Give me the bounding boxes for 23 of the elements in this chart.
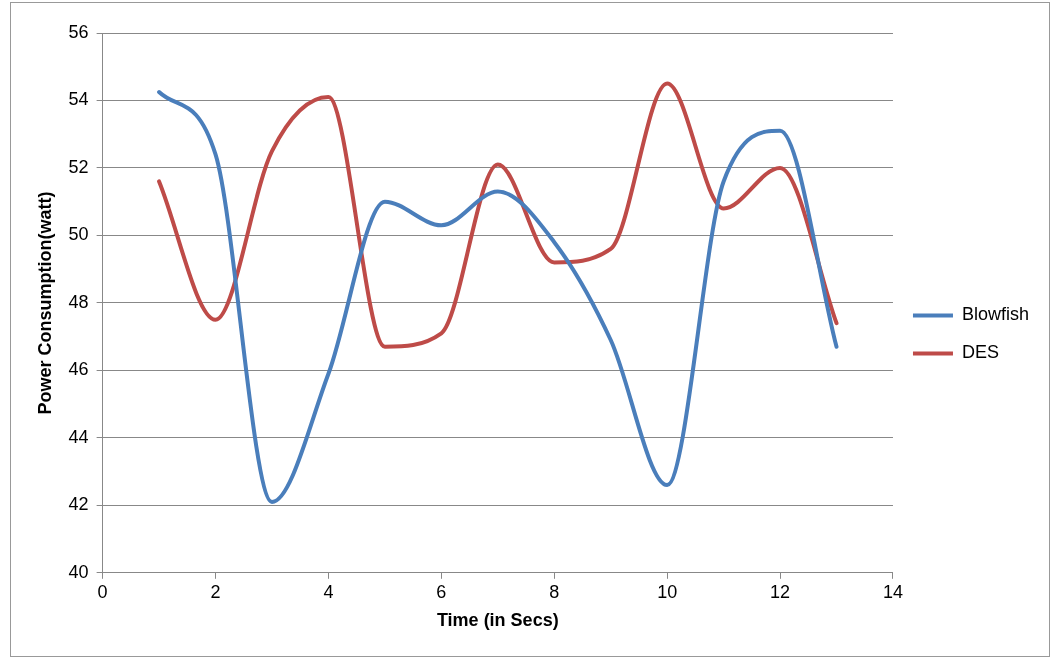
x-tick-label: 8 [549,581,560,602]
y-axis-title: Power Consumption(watt) [34,191,55,415]
x-tick-label: 12 [770,581,791,602]
line-series [157,81,839,349]
y-tick-label: 46 [68,359,89,380]
y-tick-label: 50 [68,224,89,245]
legend-label: Blowfish [961,304,1030,325]
x-tick-label: 4 [323,581,334,602]
y-tick-label: 48 [68,291,89,312]
y-tick-label: 42 [68,494,89,515]
legend-label: DES [961,342,999,363]
y-tick-label: 40 [68,561,89,582]
x-tick-label: 0 [97,581,108,602]
x-tick-label: 14 [882,581,903,602]
x-tick-label: 2 [210,581,221,602]
x-tick-label: 10 [657,581,678,602]
y-tick-label: 52 [68,156,89,177]
x-tick-label: 6 [436,581,447,602]
x-axis-title: Time (in Secs) [436,610,559,631]
y-tick-label: 44 [68,426,89,447]
y-tick-label: 54 [68,89,89,110]
line-series [157,90,839,504]
y-tick-label: 56 [68,21,89,42]
